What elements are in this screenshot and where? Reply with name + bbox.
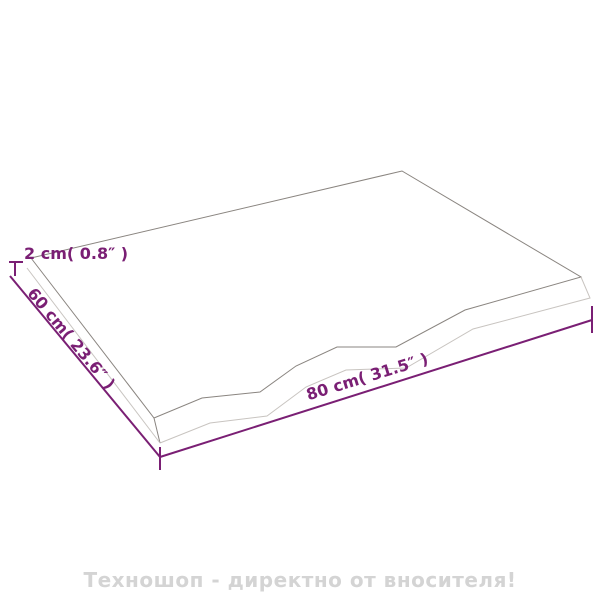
dimension-lines (9, 261, 593, 470)
depth-line (9, 275, 161, 458)
board-left-edge (26, 267, 161, 444)
footer-watermark: Техношоп - директно от вносителя! (83, 568, 517, 592)
width-line (159, 319, 593, 458)
board-top-face (30, 170, 583, 419)
thickness-label: 2 cm( 0.8″ ) (24, 244, 129, 263)
board-outline (26, 170, 591, 444)
board-corner-edge (153, 417, 161, 444)
board-front-edge (159, 276, 591, 444)
